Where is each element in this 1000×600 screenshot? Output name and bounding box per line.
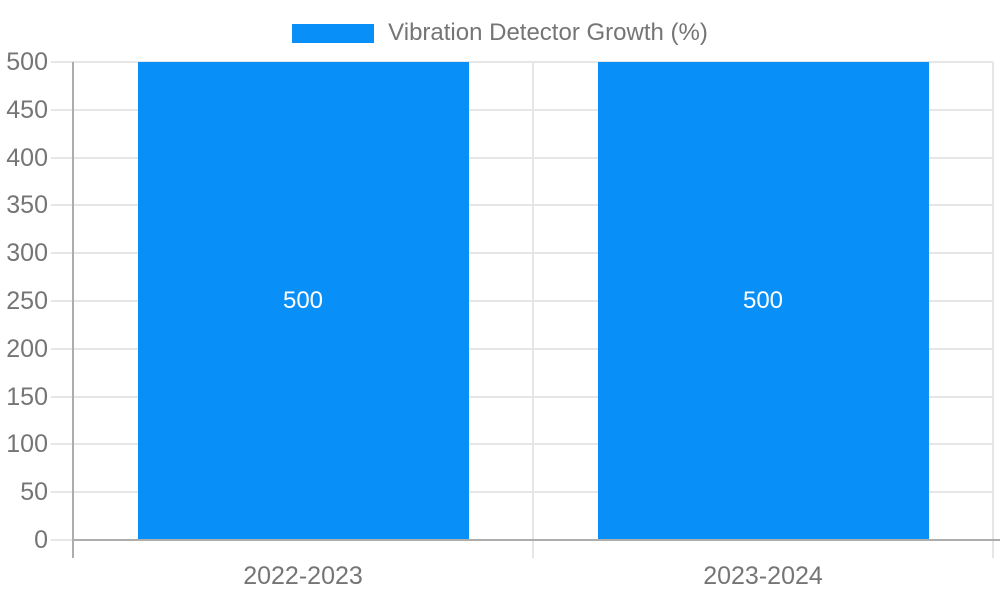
y-axis-tick-label: 300 bbox=[6, 239, 48, 268]
x-axis-category-label: 2022-2023 bbox=[243, 562, 363, 590]
y-axis-line bbox=[72, 62, 74, 558]
y-gridline bbox=[51, 252, 993, 255]
bar-2023-2024[interactable] bbox=[597, 62, 929, 540]
bar-value-label: 500 bbox=[742, 287, 784, 314]
bar-value-label: 500 bbox=[282, 287, 324, 314]
y-axis-tick-label: 0 bbox=[34, 526, 48, 554]
legend-swatch[interactable] bbox=[292, 23, 375, 43]
y-axis-tick-label: 400 bbox=[6, 143, 48, 172]
chart-legend[interactable]: Vibration Detector Growth (%) bbox=[0, 17, 1000, 49]
y-axis-tick-label: 150 bbox=[6, 382, 48, 411]
y-gridline bbox=[51, 108, 993, 111]
x-axis-line bbox=[72, 539, 1000, 541]
y-gridline bbox=[51, 443, 993, 446]
y-axis-tick-label: 450 bbox=[6, 95, 48, 124]
y-axis-tick-label: 50 bbox=[20, 478, 48, 507]
y-axis-tick-label: 350 bbox=[6, 191, 48, 220]
y-axis-tick-label: 200 bbox=[6, 334, 48, 363]
bar-2022-2023[interactable] bbox=[137, 62, 469, 540]
y-gridline bbox=[51, 491, 993, 494]
x-axis-category-label: 2023-2024 bbox=[703, 562, 823, 590]
category-boundary-gridline bbox=[992, 62, 994, 558]
y-axis-tick-label: 250 bbox=[6, 287, 48, 315]
y-axis-tick-label: 100 bbox=[6, 430, 48, 459]
y-gridline bbox=[51, 347, 993, 350]
y-gridline bbox=[51, 395, 993, 398]
y-gridline bbox=[51, 300, 993, 302]
y-gridline bbox=[51, 156, 993, 159]
y-gridline bbox=[51, 61, 993, 63]
y-axis-tick-label: 500 bbox=[6, 48, 48, 76]
category-boundary-gridline bbox=[532, 62, 534, 558]
y-gridline bbox=[51, 204, 993, 207]
legend-label: Vibration Detector Growth (%) bbox=[388, 19, 708, 46]
